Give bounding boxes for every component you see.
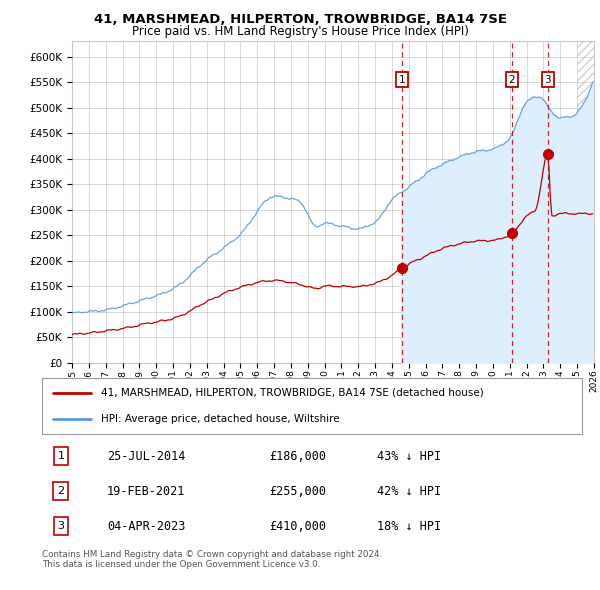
Text: 2: 2 — [58, 486, 64, 496]
Text: 41, MARSHMEAD, HILPERTON, TROWBRIDGE, BA14 7SE (detached house): 41, MARSHMEAD, HILPERTON, TROWBRIDGE, BA… — [101, 388, 484, 398]
Text: £410,000: £410,000 — [269, 520, 326, 533]
Text: £255,000: £255,000 — [269, 484, 326, 498]
Text: 25-JUL-2014: 25-JUL-2014 — [107, 450, 185, 463]
Text: £186,000: £186,000 — [269, 450, 326, 463]
Text: 04-APR-2023: 04-APR-2023 — [107, 520, 185, 533]
Text: Price paid vs. HM Land Registry's House Price Index (HPI): Price paid vs. HM Land Registry's House … — [131, 25, 469, 38]
Text: 1: 1 — [398, 75, 405, 85]
Text: 3: 3 — [58, 521, 64, 531]
Text: 43% ↓ HPI: 43% ↓ HPI — [377, 450, 441, 463]
Text: 3: 3 — [544, 75, 551, 85]
Text: 41, MARSHMEAD, HILPERTON, TROWBRIDGE, BA14 7SE: 41, MARSHMEAD, HILPERTON, TROWBRIDGE, BA… — [94, 13, 506, 26]
Text: 42% ↓ HPI: 42% ↓ HPI — [377, 484, 441, 498]
Bar — [577, 41, 594, 363]
Text: HPI: Average price, detached house, Wiltshire: HPI: Average price, detached house, Wilt… — [101, 414, 340, 424]
Text: Contains HM Land Registry data © Crown copyright and database right 2024.
This d: Contains HM Land Registry data © Crown c… — [42, 550, 382, 569]
Text: 19-FEB-2021: 19-FEB-2021 — [107, 484, 185, 498]
Text: 18% ↓ HPI: 18% ↓ HPI — [377, 520, 441, 533]
Text: 2: 2 — [509, 75, 515, 85]
Text: 1: 1 — [58, 451, 64, 461]
